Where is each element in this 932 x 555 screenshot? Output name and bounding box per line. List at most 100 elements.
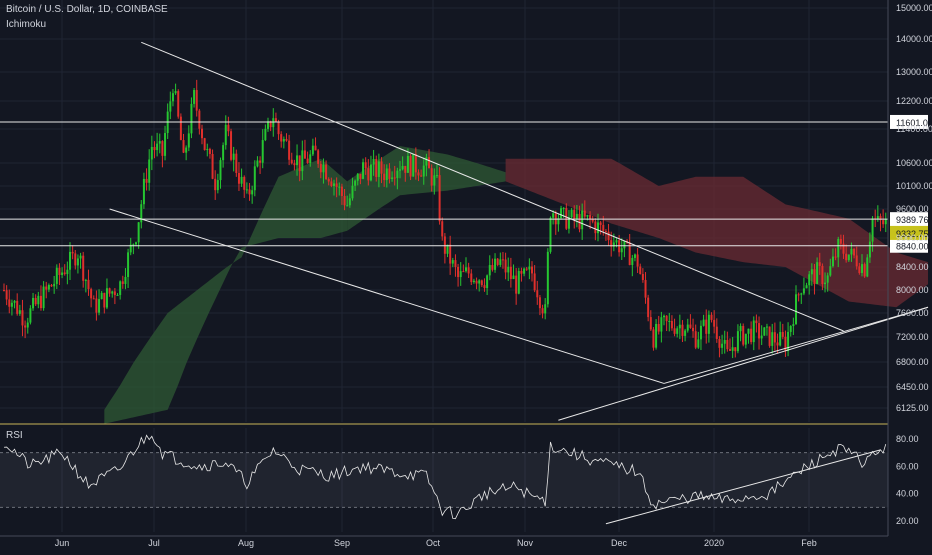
x-tick-label: Feb xyxy=(801,538,817,548)
candle-body xyxy=(538,297,541,309)
candle-body xyxy=(678,324,681,329)
candle-body xyxy=(364,162,367,169)
rsi-series-line xyxy=(3,434,887,520)
candle-body xyxy=(657,323,660,332)
candle-body xyxy=(79,255,82,259)
candle-body xyxy=(478,280,481,284)
candle-body xyxy=(876,216,879,220)
y-tick-label: 7200.00 xyxy=(896,332,929,342)
candle-body xyxy=(317,150,320,164)
candle-body xyxy=(272,118,275,128)
candle-body xyxy=(171,93,174,102)
candle-body xyxy=(267,121,269,129)
candle-body xyxy=(274,118,277,122)
candle-body xyxy=(773,332,776,343)
candle-body xyxy=(515,275,518,294)
candle-body xyxy=(501,259,504,261)
candle-body xyxy=(214,178,217,191)
candle-body xyxy=(404,165,407,173)
candle-body xyxy=(372,159,375,165)
candle-body xyxy=(443,236,446,254)
x-tick-label: Jun xyxy=(55,538,70,548)
candle-body xyxy=(488,265,491,276)
candle-body xyxy=(5,290,8,300)
candle-body xyxy=(98,299,101,313)
candle-body xyxy=(32,297,35,309)
candle-body xyxy=(219,160,222,181)
candle-body xyxy=(847,254,850,261)
rsi-tick-label: 80.00 xyxy=(896,434,919,444)
candle-body xyxy=(496,258,499,265)
candle-body xyxy=(280,134,283,142)
candle-body xyxy=(808,274,811,286)
candle-body xyxy=(839,238,842,244)
current-price-label: 9332.75 xyxy=(896,229,929,239)
candle-body xyxy=(567,217,570,229)
candle-body xyxy=(288,140,291,160)
candle-body xyxy=(752,320,755,343)
y-tick-label: 7600.00 xyxy=(896,308,929,318)
candle-body xyxy=(816,262,819,285)
candle-body xyxy=(58,267,61,276)
candle-body xyxy=(417,172,420,176)
candle-body xyxy=(124,277,127,284)
y-tick-label: 10100.00 xyxy=(896,181,932,191)
candle-body xyxy=(610,240,613,247)
candle-body xyxy=(499,259,502,265)
candle-body xyxy=(845,253,848,261)
candle-body xyxy=(103,292,106,308)
candle-body xyxy=(100,292,103,300)
candle-body xyxy=(879,216,882,221)
candle-body xyxy=(523,268,526,274)
candle-body xyxy=(140,204,143,223)
candle-body xyxy=(414,153,417,173)
candle-body xyxy=(694,331,697,348)
candle-body xyxy=(330,181,333,186)
candle-body xyxy=(552,213,555,218)
candle-body xyxy=(565,207,568,229)
candle-body xyxy=(855,255,858,267)
candle-body xyxy=(66,269,69,275)
candle-body xyxy=(544,304,547,314)
candle-body xyxy=(227,124,230,132)
candle-body xyxy=(208,148,211,154)
candle-body xyxy=(26,322,29,328)
candle-body xyxy=(826,275,829,283)
candle-body xyxy=(536,290,539,298)
candle-body xyxy=(235,153,238,174)
candle-body xyxy=(483,285,486,289)
candle-body xyxy=(818,262,821,266)
candle-body xyxy=(177,91,180,117)
candle-body xyxy=(715,326,718,339)
y-tick-label: 9000.00 xyxy=(896,233,929,243)
candle-body xyxy=(391,177,394,179)
y-tick-label: 8400.00 xyxy=(896,262,929,272)
candle-body xyxy=(311,145,314,155)
candle-body xyxy=(135,242,137,245)
rsi-trendline xyxy=(605,449,881,525)
candle-body xyxy=(230,131,233,160)
candle-body xyxy=(113,291,116,296)
candle-body xyxy=(127,252,130,278)
candle-body xyxy=(459,271,462,278)
candle-body xyxy=(259,160,262,163)
level-tag xyxy=(890,114,928,129)
candle-body xyxy=(726,339,729,350)
candle-body xyxy=(486,275,489,289)
candle-body xyxy=(863,264,866,277)
candle-body xyxy=(504,259,507,273)
candle-body xyxy=(810,269,813,275)
candle-body xyxy=(623,240,626,249)
candle-body xyxy=(594,221,597,234)
candle-body xyxy=(758,323,761,339)
candle-body xyxy=(533,273,536,291)
candle-body xyxy=(813,269,816,285)
candle-body xyxy=(92,298,95,300)
candle-body xyxy=(53,283,56,287)
candle-body xyxy=(531,266,533,274)
candle-body xyxy=(784,336,787,352)
candle-body xyxy=(412,153,415,177)
